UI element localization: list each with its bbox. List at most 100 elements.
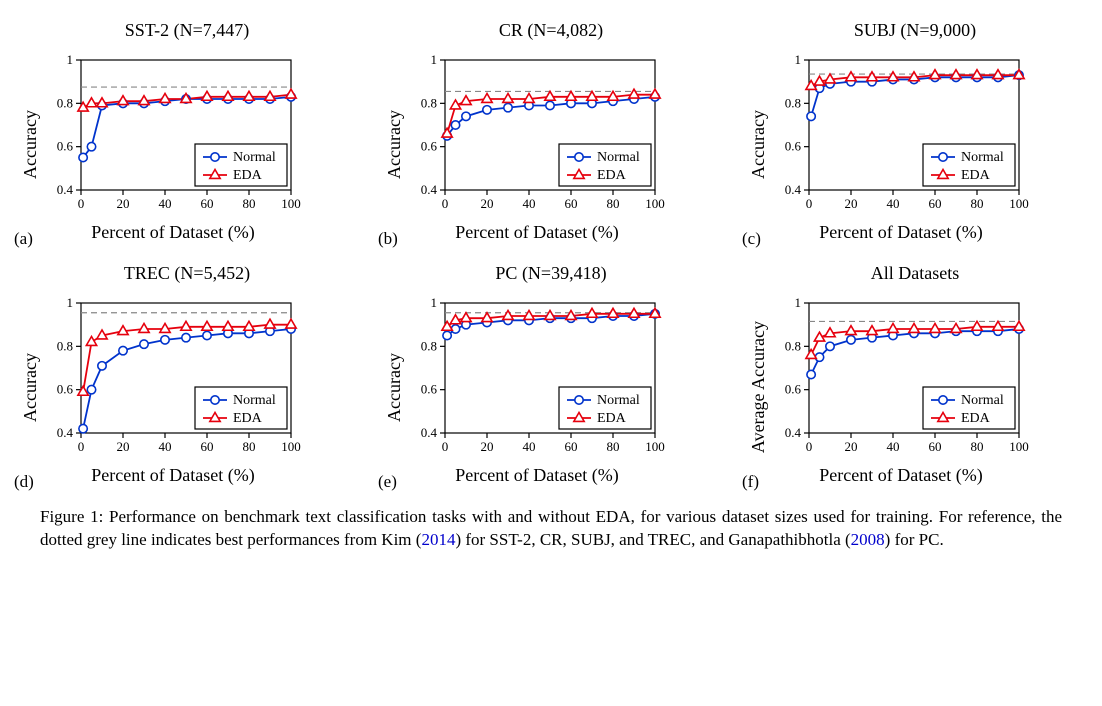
panel-title: TREC (N=5,452) <box>20 263 354 284</box>
svg-text:0: 0 <box>806 196 813 211</box>
panel-d: TREC (N=5,452)Accuracy0204060801000.40.6… <box>20 263 354 486</box>
svg-text:1: 1 <box>67 52 74 67</box>
panel-f: All DatasetsAverage Accuracy020406080100… <box>748 263 1082 486</box>
svg-text:0.4: 0.4 <box>57 182 74 197</box>
svg-text:1: 1 <box>795 295 802 310</box>
svg-text:100: 100 <box>281 196 301 211</box>
panel-title: SST-2 (N=7,447) <box>20 20 354 41</box>
svg-text:0.6: 0.6 <box>785 382 802 397</box>
svg-text:EDA: EDA <box>597 411 627 426</box>
panel-b: CR (N=4,082)Accuracy0204060801000.40.60.… <box>384 20 718 243</box>
panel-c: SUBJ (N=9,000) Accuracy 0 20 40 60 80 100 0.4 0.6… <box>748 20 1082 243</box>
svg-text:0.8: 0.8 <box>421 95 437 110</box>
svg-text:0.4: 0.4 <box>785 182 802 197</box>
svg-text:0: 0 <box>442 439 449 454</box>
svg-text:EDA: EDA <box>597 168 627 183</box>
citation-link-kim[interactable]: 2014 <box>421 530 455 549</box>
svg-text:0.4: 0.4 <box>785 425 802 440</box>
svg-text:100: 100 <box>1009 196 1029 211</box>
svg-text:0.8: 0.8 <box>785 338 801 353</box>
y-axis-label: Accuracy <box>384 110 405 179</box>
svg-text:40: 40 <box>887 439 900 454</box>
x-axis-label: Percent of Dataset (%) <box>91 465 254 486</box>
svg-text:0: 0 <box>78 196 85 211</box>
svg-text:40: 40 <box>523 196 536 211</box>
x-axis-label: Percent of Dataset (%) <box>819 465 982 486</box>
svg-text:40: 40 <box>523 439 536 454</box>
svg-text:1: 1 <box>67 295 74 310</box>
svg-text:EDA: EDA <box>961 168 991 183</box>
panel-title: PC (N=39,418) <box>384 263 718 284</box>
citation-link-ganapathibhotla[interactable]: 2008 <box>851 530 885 549</box>
svg-text:60: 60 <box>929 196 942 211</box>
svg-text:40: 40 <box>887 196 900 211</box>
y-axis-label: Accuracy <box>748 110 769 179</box>
svg-text:Normal: Normal <box>233 393 276 408</box>
svg-text:20: 20 <box>117 196 130 211</box>
panel-a: SST-2 (N=7,447)Accuracy0204060801000.40.… <box>20 20 354 243</box>
svg-text:0.8: 0.8 <box>421 338 437 353</box>
subplot-label: (c) <box>742 229 761 249</box>
svg-text:0.6: 0.6 <box>421 139 438 154</box>
svg-text:80: 80 <box>243 439 256 454</box>
svg-text:0.4: 0.4 <box>57 425 74 440</box>
svg-text:Normal: Normal <box>233 150 276 165</box>
chart-svg: 0204060801000.40.60.81NormalEDA <box>43 45 303 220</box>
svg-text:0.6: 0.6 <box>57 139 74 154</box>
chart-svg: 0204060801000.40.60.81NormalEDA <box>771 45 1031 220</box>
y-axis-label: Average Accuracy <box>748 321 769 453</box>
svg-text:0: 0 <box>78 439 85 454</box>
x-axis-label: Percent of Dataset (%) <box>455 222 618 243</box>
svg-text:80: 80 <box>243 196 256 211</box>
subplot-label: (f) <box>742 472 759 492</box>
chart-svg: 0204060801000.40.60.81NormalEDA <box>771 288 1031 463</box>
panel-title: All Datasets <box>748 263 1082 284</box>
svg-text:40: 40 <box>159 439 172 454</box>
panel-e: PC (N=39,418)Accuracy0204060801000.40.60… <box>384 263 718 486</box>
subplot-label: (e) <box>378 472 397 492</box>
svg-text:80: 80 <box>971 196 984 211</box>
y-axis-label: Accuracy <box>384 353 405 422</box>
svg-text:1: 1 <box>431 52 438 67</box>
chart-svg: 0204060801000.40.60.81NormalEDA <box>407 288 667 463</box>
chart-svg: 0204060801000.40.60.81NormalEDA <box>43 288 303 463</box>
svg-text:0: 0 <box>442 196 449 211</box>
x-axis-label: Percent of Dataset (%) <box>819 222 982 243</box>
subplot-label: (a) <box>14 229 33 249</box>
svg-text:100: 100 <box>1009 439 1029 454</box>
svg-text:0.6: 0.6 <box>421 382 438 397</box>
svg-text:0.6: 0.6 <box>785 139 802 154</box>
svg-text:60: 60 <box>201 439 214 454</box>
svg-text:Normal: Normal <box>961 393 1004 408</box>
svg-text:60: 60 <box>929 439 942 454</box>
svg-text:100: 100 <box>645 439 665 454</box>
figure-caption: Figure 1: Performance on benchmark text … <box>40 506 1062 552</box>
y-axis-label: Accuracy <box>20 110 41 179</box>
svg-text:20: 20 <box>845 196 858 211</box>
x-axis-label: Percent of Dataset (%) <box>91 222 254 243</box>
svg-text:80: 80 <box>971 439 984 454</box>
svg-text:Normal: Normal <box>961 150 1004 165</box>
panel-title: CR (N=4,082) <box>384 20 718 41</box>
svg-text:20: 20 <box>481 196 494 211</box>
subplot-label: (b) <box>378 229 398 249</box>
svg-text:0.8: 0.8 <box>57 338 73 353</box>
svg-text:0.4: 0.4 <box>421 425 438 440</box>
svg-text:EDA: EDA <box>961 411 991 426</box>
svg-text:20: 20 <box>845 439 858 454</box>
svg-text:60: 60 <box>565 196 578 211</box>
svg-text:20: 20 <box>481 439 494 454</box>
chart-svg: 0204060801000.40.60.81NormalEDA <box>407 45 667 220</box>
y-axis-label: Accuracy <box>20 353 41 422</box>
figure-grid: SST-2 (N=7,447)Accuracy0204060801000.40.… <box>20 20 1082 486</box>
caption-text-2: ) for SST-2, CR, SUBJ, and TREC, and Gan… <box>455 530 850 549</box>
caption-text-3: ) for PC. <box>885 530 944 549</box>
panel-title: SUBJ (N=9,000) <box>748 20 1082 41</box>
svg-text:0.4: 0.4 <box>421 182 438 197</box>
svg-text:20: 20 <box>117 439 130 454</box>
x-axis-label: Percent of Dataset (%) <box>455 465 618 486</box>
svg-text:100: 100 <box>281 439 301 454</box>
svg-text:EDA: EDA <box>233 168 263 183</box>
svg-text:80: 80 <box>607 439 620 454</box>
svg-text:80: 80 <box>607 196 620 211</box>
